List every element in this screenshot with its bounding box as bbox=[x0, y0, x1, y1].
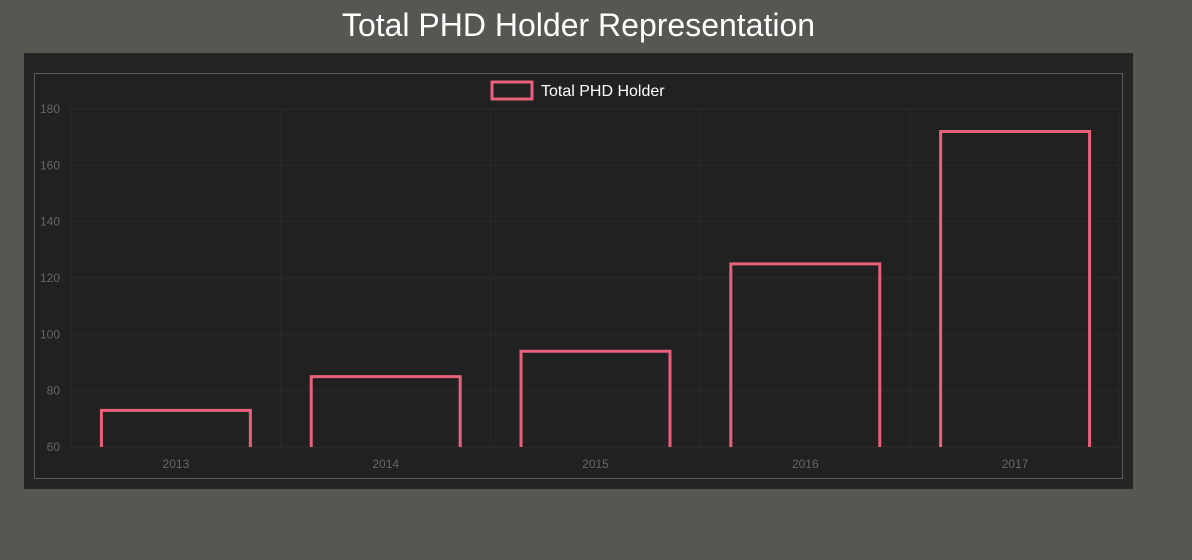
x-tick-label: 2016 bbox=[792, 457, 819, 471]
bar-2015[interactable] bbox=[519, 349, 672, 447]
y-tick-label: 60 bbox=[47, 440, 61, 454]
bar-2016[interactable] bbox=[729, 262, 882, 447]
x-tick-label: 2013 bbox=[163, 457, 190, 471]
bar-2014[interactable] bbox=[309, 375, 462, 447]
y-tick-label: 160 bbox=[40, 158, 60, 172]
page-title: Total PHD Holder Representation bbox=[341, 7, 816, 43]
y-tick-label: 180 bbox=[40, 102, 60, 116]
legend[interactable]: Total PHD Holder bbox=[490, 80, 665, 101]
y-axis-ticks: 60 80 100 120 140 160 180 bbox=[40, 102, 60, 454]
y-tick-label: 100 bbox=[40, 327, 60, 341]
bars bbox=[99, 130, 1092, 447]
x-tick-label: 2015 bbox=[582, 457, 609, 471]
y-tick-label: 140 bbox=[40, 215, 60, 229]
y-tick-label: 80 bbox=[47, 384, 61, 398]
legend-label: Total PHD Holder bbox=[541, 83, 665, 100]
grid-lines bbox=[70, 108, 1121, 448]
x-tick-label: 2017 bbox=[1002, 457, 1029, 471]
bar-2017[interactable] bbox=[939, 130, 1092, 447]
bar-2013[interactable] bbox=[99, 408, 252, 447]
legend-swatch bbox=[490, 80, 534, 101]
x-tick-label: 2014 bbox=[372, 457, 399, 471]
x-axis-ticks: 2013 2014 2015 2016 2017 bbox=[163, 457, 1029, 471]
y-tick-label: 120 bbox=[40, 271, 60, 285]
